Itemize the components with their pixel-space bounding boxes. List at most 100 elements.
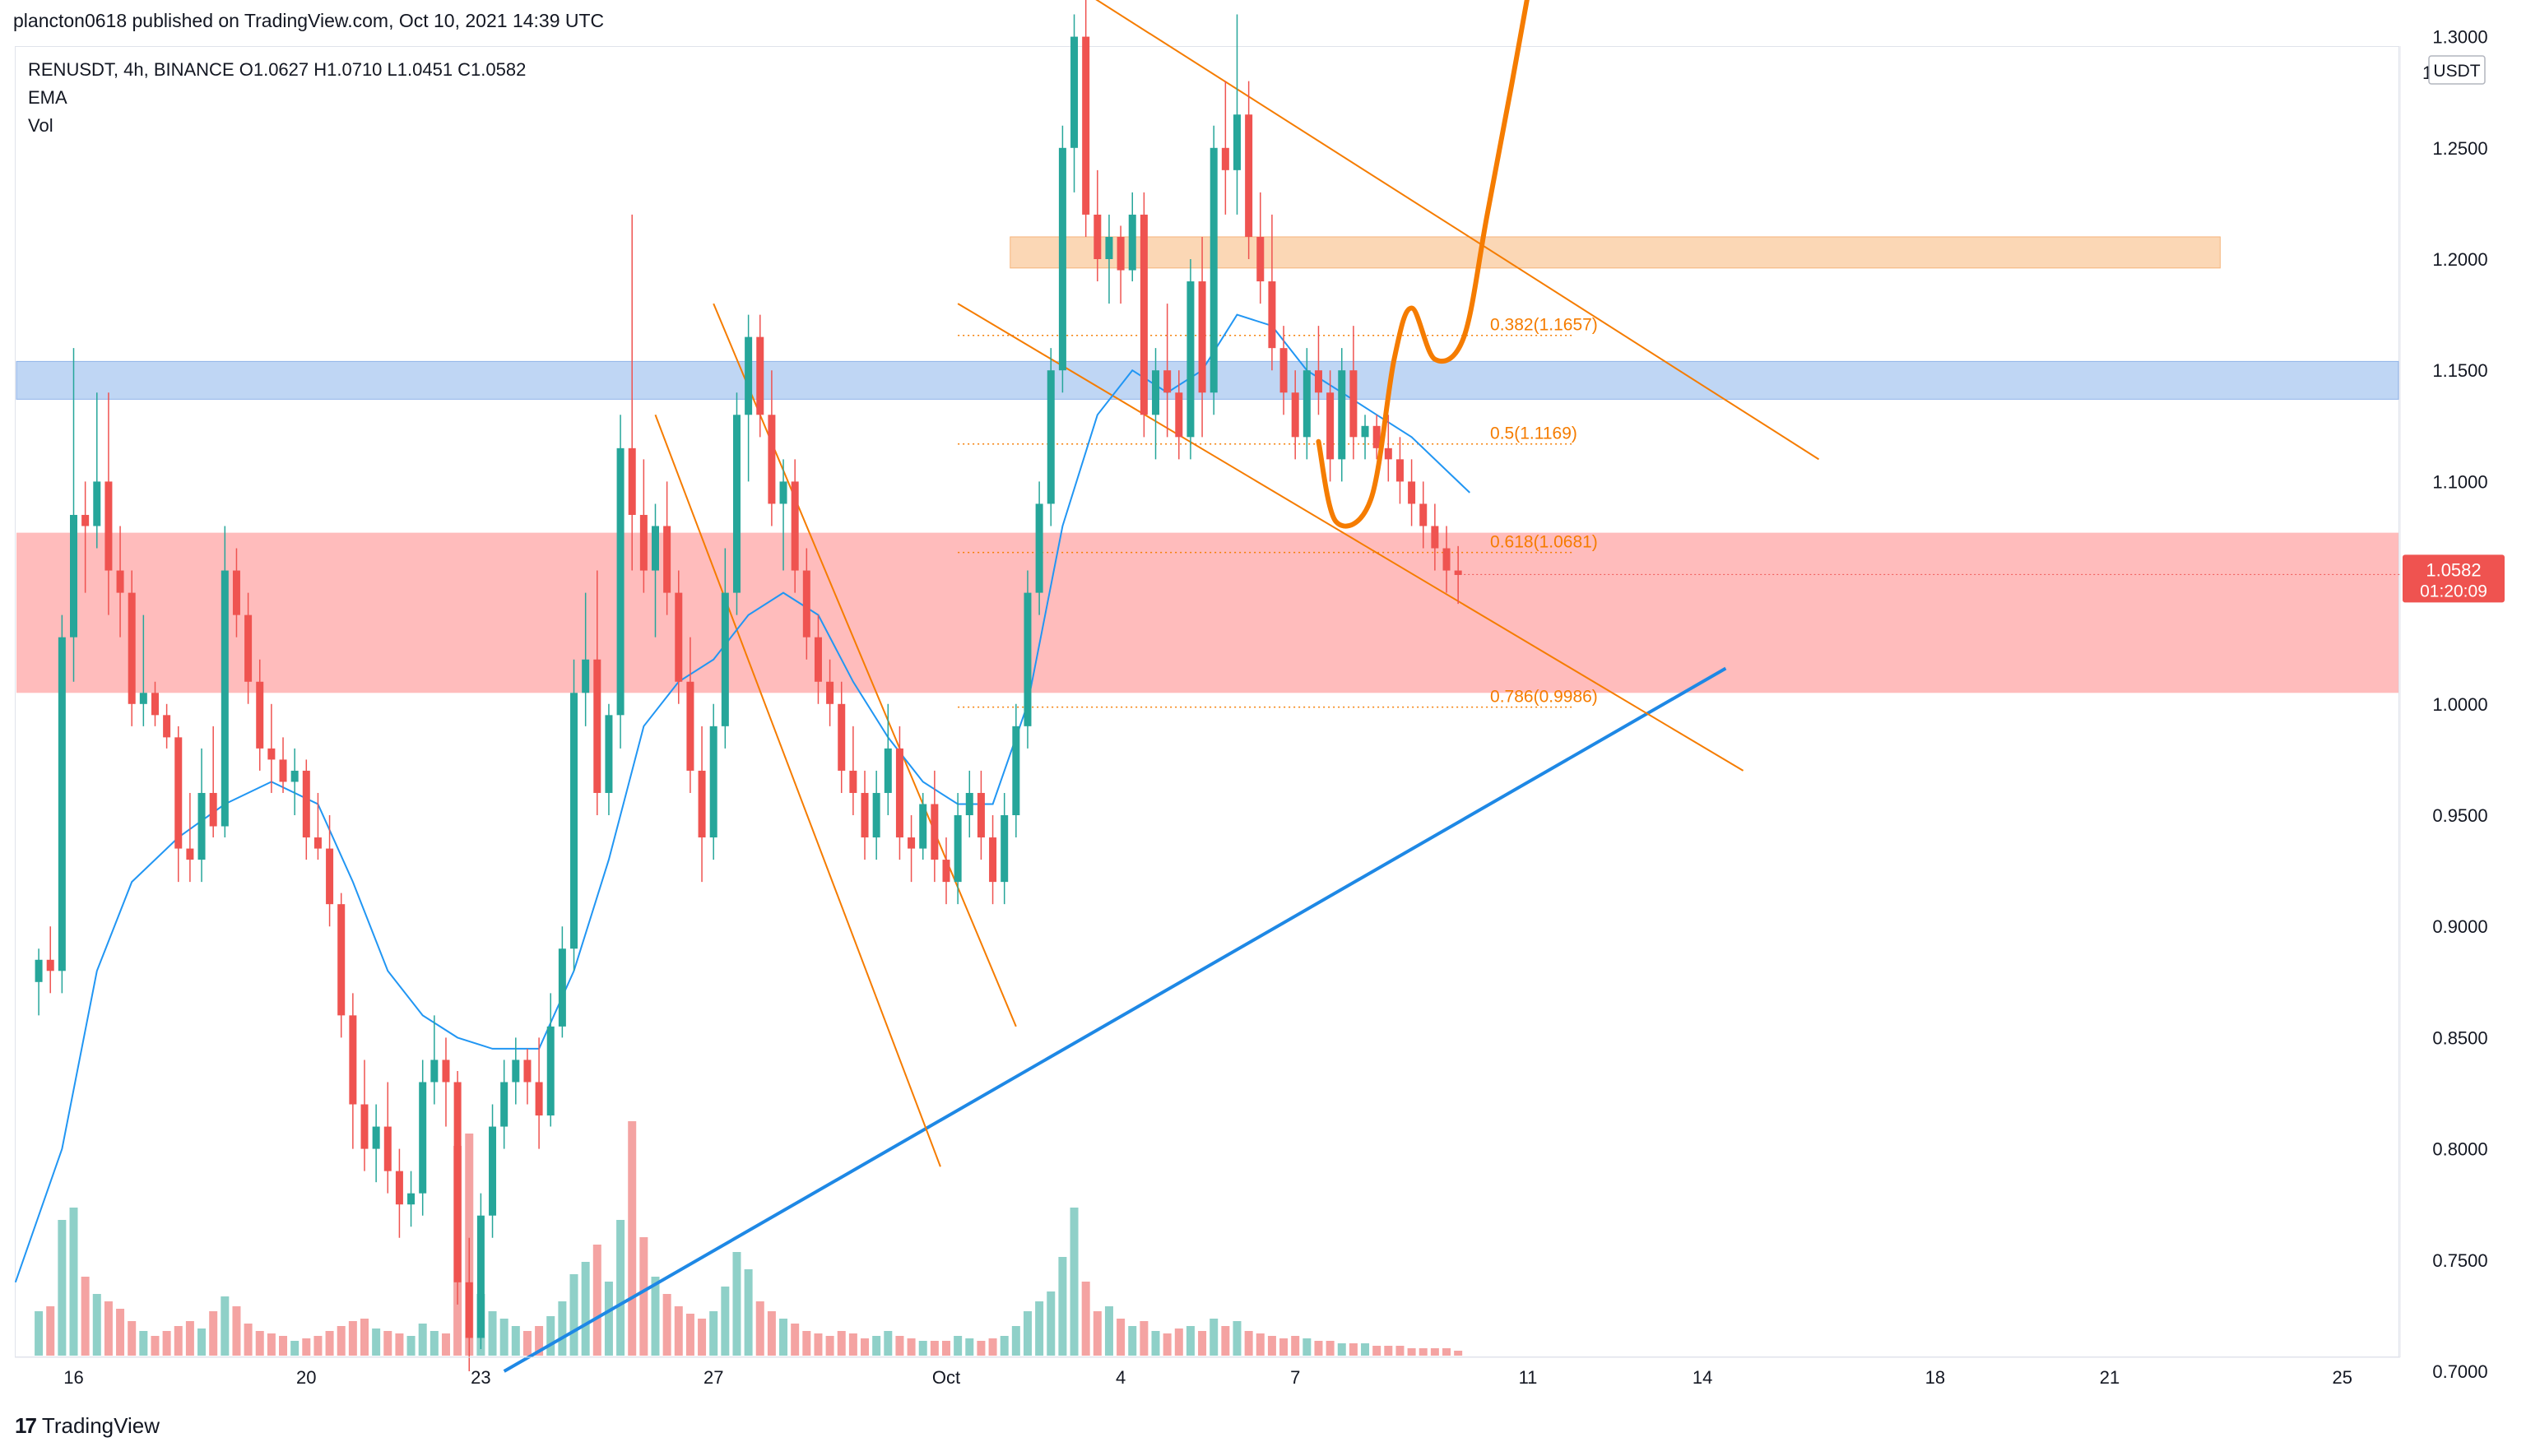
candle[interactable] [1082,0,1090,237]
candle[interactable] [139,614,147,726]
candle[interactable] [1395,437,1404,504]
candle[interactable] [1442,526,1451,593]
candle[interactable] [197,748,206,883]
candle[interactable] [721,548,729,749]
flag-lower-line[interactable] [654,414,941,1167]
candle[interactable] [1349,326,1358,460]
candle[interactable] [663,481,671,615]
candle[interactable] [395,1148,403,1238]
candle[interactable] [58,614,66,994]
candle[interactable] [430,1015,439,1105]
candle[interactable] [360,1060,369,1171]
candle[interactable] [500,1060,508,1149]
candle[interactable] [779,459,787,571]
candle[interactable] [919,792,927,860]
candle[interactable] [628,214,636,571]
candle[interactable] [128,570,136,726]
resistance-zone-blue[interactable] [16,360,2399,400]
candle[interactable] [570,659,578,971]
candle[interactable] [639,459,648,593]
candle[interactable] [768,370,776,526]
candle[interactable] [1152,348,1160,460]
candle[interactable] [244,592,253,704]
candle[interactable] [465,1237,473,1371]
candle[interactable] [942,837,950,905]
candle[interactable] [616,415,625,749]
projection-path[interactable] [1316,0,1562,529]
candle[interactable] [582,592,590,726]
candle[interactable] [1326,370,1335,482]
candle[interactable] [221,526,229,838]
candle[interactable] [884,703,892,815]
candle[interactable] [593,570,601,815]
candle[interactable] [791,459,799,593]
candle[interactable] [279,737,287,793]
candle[interactable] [46,926,54,994]
ema-legend-label[interactable]: EMA [28,87,67,108]
candle[interactable] [151,681,159,726]
vol-legend-label[interactable]: Vol [28,115,53,136]
candle[interactable] [872,770,880,860]
candle[interactable] [407,1171,416,1227]
candle[interactable] [523,1048,532,1105]
candle[interactable] [232,548,240,638]
candle[interactable] [93,392,101,549]
candle[interactable] [1001,792,1009,905]
candle[interactable] [535,1037,543,1149]
candle[interactable] [1035,481,1043,615]
candle[interactable] [977,770,985,860]
candle[interactable] [1279,326,1288,415]
candle[interactable] [267,703,276,793]
candle[interactable] [302,759,310,860]
candle[interactable] [489,1104,497,1238]
tradingview-footer[interactable]: 17 TradingView [15,1413,160,1439]
candle[interactable] [1454,545,1462,605]
candle[interactable] [745,314,753,482]
candle[interactable] [1245,81,1253,259]
candle[interactable] [675,570,683,704]
candle[interactable] [313,792,322,860]
candle[interactable] [1047,348,1055,526]
candle[interactable] [965,770,973,838]
candle[interactable] [163,703,171,749]
candle[interactable] [442,1037,450,1127]
candle[interactable] [1070,14,1079,192]
candle[interactable] [1198,236,1206,438]
candle[interactable] [1175,370,1183,460]
candle[interactable] [1384,415,1392,482]
candle[interactable] [512,1037,520,1105]
candle[interactable] [1094,169,1102,282]
candle[interactable] [652,503,659,638]
candle[interactable] [838,681,846,793]
candle[interactable] [349,993,357,1149]
candle[interactable] [1221,81,1229,215]
candle[interactable] [1419,481,1428,549]
rising-trendline[interactable] [503,666,1727,1373]
candle[interactable] [81,481,90,593]
candle[interactable] [849,726,857,815]
candle[interactable] [1233,14,1241,215]
candle[interactable] [605,703,613,815]
candle[interactable] [476,1193,485,1349]
candle[interactable] [546,993,555,1127]
candle[interactable] [174,726,183,883]
candle[interactable] [1012,703,1020,838]
candle[interactable] [1140,192,1148,438]
channel-upper-line[interactable] [1075,0,1820,461]
candle[interactable] [1186,259,1195,460]
candle[interactable] [186,792,194,883]
candle[interactable] [861,770,869,860]
candle[interactable] [383,1082,392,1194]
candle[interactable] [1024,570,1032,749]
candle[interactable] [1117,225,1125,304]
resistance-zone-orange[interactable] [1010,236,2221,269]
candle[interactable] [989,815,997,905]
candle[interactable] [419,1060,427,1216]
candle[interactable] [1256,192,1265,304]
candle[interactable] [1372,415,1381,460]
candle[interactable] [35,948,43,1016]
candle[interactable] [558,926,566,1038]
candle[interactable] [756,314,764,438]
candle[interactable] [709,703,717,860]
